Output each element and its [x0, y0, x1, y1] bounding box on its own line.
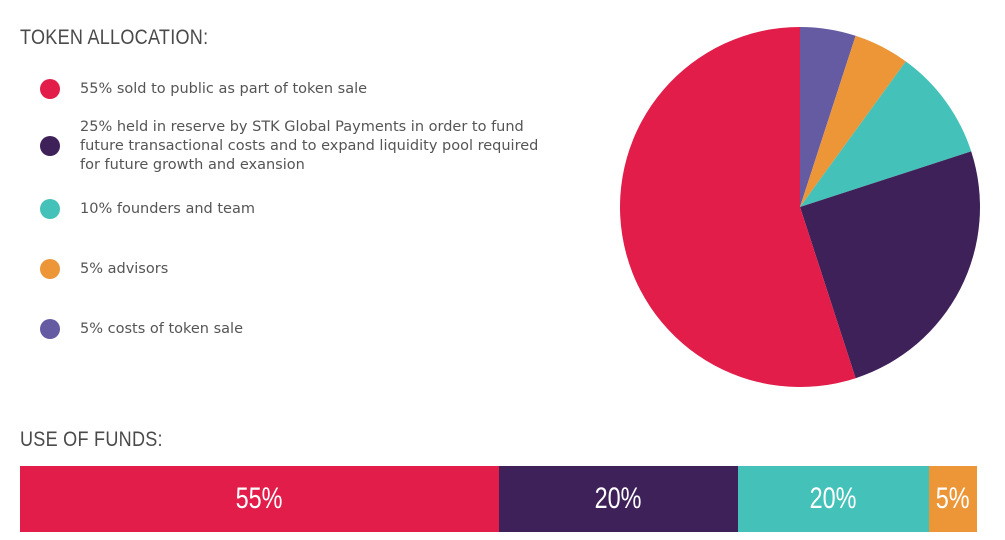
legend-dot — [40, 319, 60, 339]
bar-segment-label: 20% — [594, 482, 642, 515]
bar-segment-label: 20% — [810, 482, 857, 515]
token-allocation-title: TOKEN ALLOCATION: — [20, 26, 209, 49]
pie-slice — [800, 61, 972, 208]
bar-segment-label: 55% — [235, 482, 283, 515]
legend-dot — [40, 136, 60, 156]
legend-item: 10% founders and team — [40, 199, 560, 219]
legend-item: 5% advisors — [40, 259, 560, 279]
legend-dot — [40, 199, 60, 219]
legend-dot — [40, 79, 60, 99]
bar-segment: 20% — [498, 466, 738, 532]
pie-slice — [800, 151, 980, 379]
bar-segment: 5% — [929, 466, 977, 532]
legend-text: 5% advisors — [80, 261, 169, 277]
pie-slice — [800, 35, 906, 207]
use-of-funds-title: USE OF FUNDS: — [20, 428, 163, 451]
token-allocation-pie-chart — [620, 27, 980, 388]
legend-text: 5% costs of token sale — [80, 321, 243, 337]
legend-item: 25% held in reserve by STK Global Paymen… — [40, 119, 560, 175]
bar-segment: 55% — [20, 466, 499, 532]
pie-slice — [800, 27, 856, 207]
legend-text: 10% founders and team — [80, 201, 255, 217]
legend-item: 55% sold to public as part of token sale — [40, 79, 560, 99]
legend-text: 25% held in reserve by STK Global Paymen… — [80, 119, 539, 173]
legend-text: 55% sold to public as part of token sale — [80, 81, 368, 97]
legend-item: 5% costs of token sale — [40, 319, 560, 339]
use-of-funds-bar: 55% 20% 20% 5% — [20, 466, 977, 532]
bar-segment-label: 5% — [936, 482, 970, 515]
legend-dot — [40, 259, 60, 279]
bar-segment: 20% — [737, 466, 930, 532]
pie-slice — [620, 27, 856, 388]
